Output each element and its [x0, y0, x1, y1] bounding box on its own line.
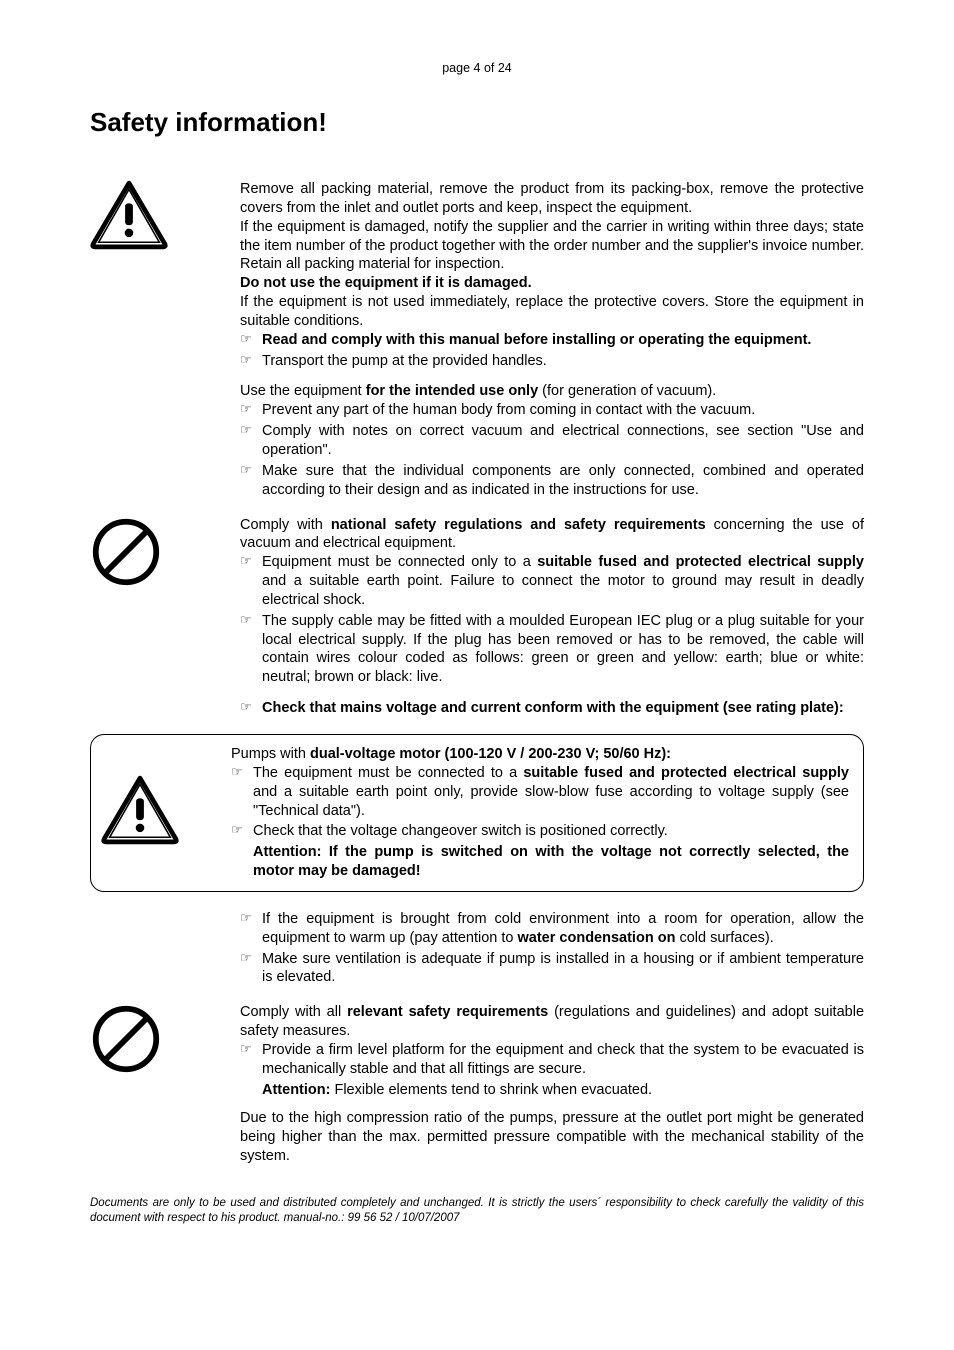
list-item-text: Check that the voltage changeover switch… [253, 822, 849, 841]
list-item: ☞If the equipment is brought from cold e… [240, 910, 864, 948]
list-item: ☞Check that the voltage changeover switc… [231, 822, 849, 841]
list-item: ☞Transport the pump at the provided hand… [240, 352, 864, 371]
list-item-text: Read and comply with this manual before … [262, 331, 864, 350]
pointer-icon: ☞ [240, 553, 262, 610]
prohibit-circle-icon [90, 516, 162, 588]
pointer-icon: ☞ [240, 422, 262, 460]
footer-text: Documents are only to be used and distri… [90, 1196, 864, 1226]
text-column: Comply with national safety regulations … [240, 516, 864, 720]
pointer-icon: ☞ [240, 612, 262, 687]
paragraph: If the equipment is damaged, notify the … [240, 218, 864, 275]
text-column: ☞If the equipment is brought from cold e… [240, 910, 864, 989]
pointer-icon: ☞ [240, 699, 262, 718]
section-row: Comply with national safety regulations … [90, 516, 864, 720]
list-item: ☞Read and comply with this manual before… [240, 331, 864, 350]
pointer-icon: ☞ [240, 462, 262, 500]
list-item: ☞Check that mains voltage and current co… [240, 699, 864, 718]
icon-column [101, 745, 231, 881]
paragraph: Remove all packing material, remove the … [240, 180, 864, 218]
paragraph: Comply with all relevant safety requirem… [240, 1003, 864, 1041]
pointer-icon: ☞ [240, 910, 262, 948]
list-item-text: Transport the pump at the provided handl… [262, 352, 864, 371]
list-item: ☞Comply with notes on correct vacuum and… [240, 422, 864, 460]
paragraph: Do not use the equipment if it is damage… [240, 274, 864, 293]
main-content: Remove all packing material, remove the … [90, 180, 864, 1166]
list-item: ☞The equipment must be connected to a su… [231, 764, 849, 821]
icon-column [90, 910, 240, 989]
list-item: ☞Make sure that the individual component… [240, 462, 864, 500]
list-item-text: Check that mains voltage and current con… [262, 699, 864, 718]
list-item: ☞Prevent any part of the human body from… [240, 401, 864, 420]
section-row: ☞If the equipment is brought from cold e… [90, 910, 864, 989]
page-number: page 4 of 24 [90, 60, 864, 76]
paragraph: Comply with national safety regulations … [240, 516, 864, 554]
pointer-icon: ☞ [231, 822, 253, 841]
pointer-icon: ☞ [240, 401, 262, 420]
list-item-text: Comply with notes on correct vacuum and … [262, 422, 864, 460]
page-title: Safety information! [90, 106, 864, 140]
list-item: ☞The supply cable may be fitted with a m… [240, 612, 864, 687]
text-column: Remove all packing material, remove the … [240, 180, 864, 502]
list-item: ☞Provide a firm level platform for the e… [240, 1041, 864, 1079]
list-item-text: Prevent any part of the human body from … [262, 401, 864, 420]
text-column: Comply with all relevant safety requirem… [240, 1003, 864, 1166]
pointer-icon: ☞ [240, 331, 262, 350]
paragraph: Attention: If the pump is switched on wi… [231, 843, 849, 881]
list-item-text: Make sure that the individual components… [262, 462, 864, 500]
warning-triangle-icon [101, 775, 179, 845]
pointer-icon: ☞ [240, 352, 262, 371]
icon-column [90, 180, 240, 502]
list-item-text: The equipment must be connected to a sui… [253, 764, 849, 821]
list-item-text: Equipment must be connected only to a su… [262, 553, 864, 610]
pointer-icon: ☞ [240, 950, 262, 988]
warning-triangle-icon [90, 180, 168, 250]
prohibit-circle-icon [90, 1003, 162, 1075]
list-item: ☞Make sure ventilation is adequate if pu… [240, 950, 864, 988]
paragraph: Attention: Flexible elements tend to shr… [240, 1081, 864, 1100]
callout-box: Pumps with dual-voltage motor (100-120 V… [90, 734, 864, 892]
pointer-icon: ☞ [231, 764, 253, 821]
section-row: Comply with all relevant safety requirem… [90, 1003, 864, 1166]
icon-column [90, 516, 240, 720]
list-item-text: The supply cable may be fitted with a mo… [262, 612, 864, 687]
section-row: Remove all packing material, remove the … [90, 180, 864, 502]
icon-column [90, 1003, 240, 1166]
list-item-text: Provide a firm level platform for the eq… [262, 1041, 864, 1079]
paragraph: Pumps with dual-voltage motor (100-120 V… [231, 745, 849, 764]
paragraph: If the equipment is not used immediately… [240, 293, 864, 331]
text-column: Pumps with dual-voltage motor (100-120 V… [231, 745, 849, 881]
pointer-icon: ☞ [240, 1041, 262, 1079]
list-item-text: Make sure ventilation is adequate if pum… [262, 950, 864, 988]
paragraph: Due to the high compression ratio of the… [240, 1109, 864, 1166]
paragraph: Use the equipment for the intended use o… [240, 382, 864, 401]
list-item-text: If the equipment is brought from cold en… [262, 910, 864, 948]
list-item: ☞Equipment must be connected only to a s… [240, 553, 864, 610]
